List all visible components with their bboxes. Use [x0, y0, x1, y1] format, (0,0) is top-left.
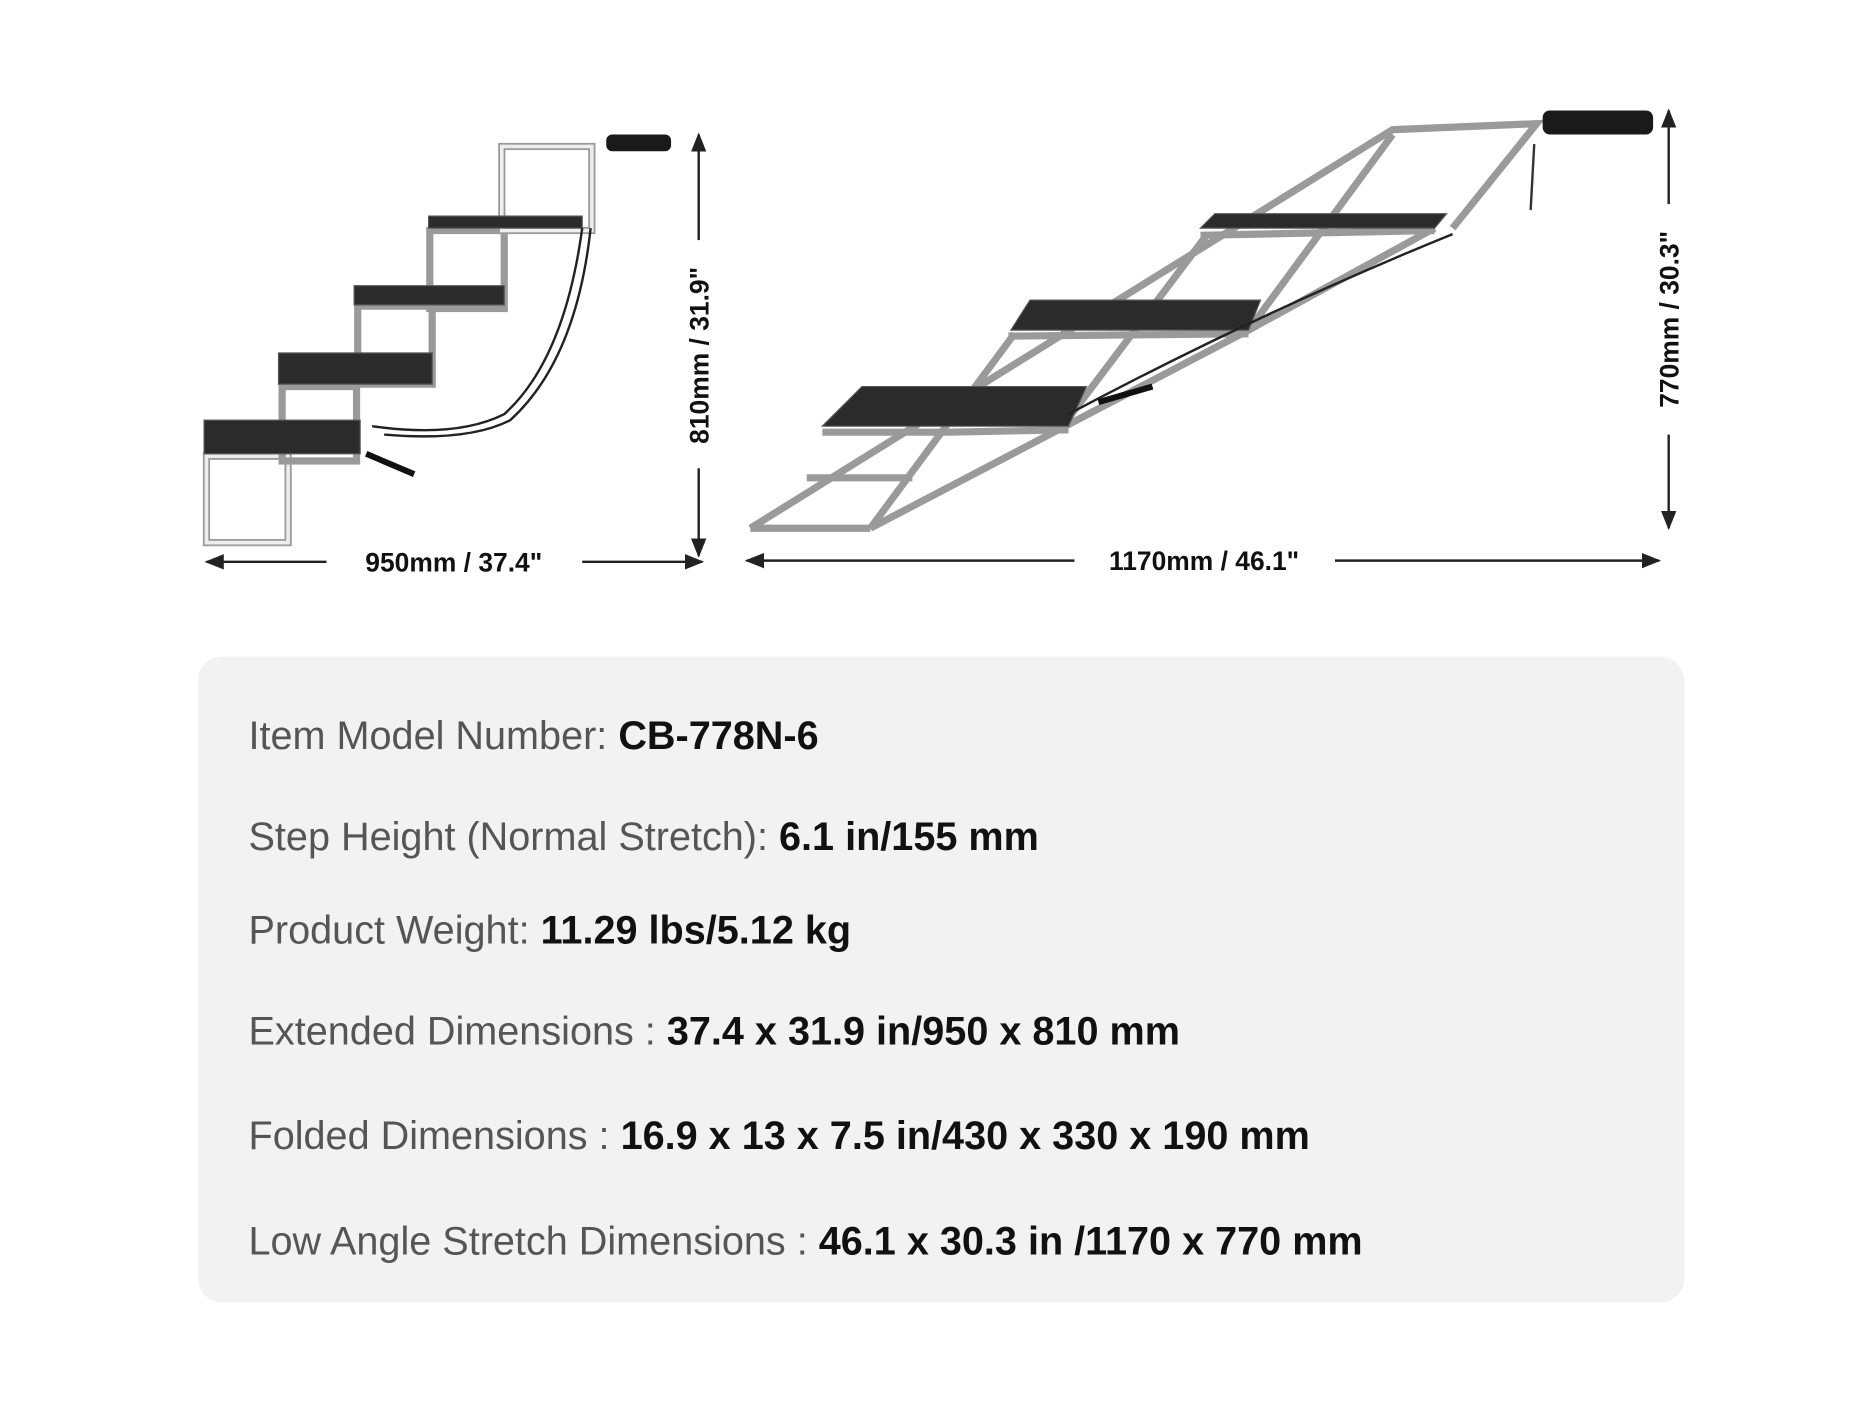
spec-label: Folded Dimensions : — [249, 1114, 621, 1158]
height-label: 810mm / 31.9" — [684, 267, 714, 444]
height-label: 770mm / 30.3" — [1654, 231, 1684, 408]
spec-row: Extended Dimensions : 37.4 x 31.9 in/950… — [249, 1009, 1180, 1053]
width-label: 1170mm / 46.1" — [1109, 546, 1299, 576]
spec-label: Extended Dimensions : — [249, 1009, 667, 1053]
spec-value: 37.4 x 31.9 in/950 x 810 mm — [667, 1009, 1180, 1053]
spec-row: Low Angle Stretch Dimensions : 46.1 x 30… — [249, 1220, 1363, 1264]
spec-list: Item Model Number: CB-778N-6 Step Height … — [249, 714, 1363, 1263]
spec-value: 6.1 in/155 mm — [779, 815, 1039, 859]
width-label: 950mm / 37.4" — [365, 547, 542, 577]
spec-panel — [198, 656, 1685, 1303]
spec-label: Low Angle Stretch Dimensions : — [249, 1220, 819, 1264]
spec-value: 16.9 x 13 x 7.5 in/430 x 330 x 190 mm — [621, 1114, 1310, 1158]
spec-row: Folded Dimensions : 16.9 x 13 x 7.5 in/4… — [249, 1114, 1310, 1158]
folded-stairs-illustration — [202, 134, 672, 547]
extended-stairs-illustration — [748, 110, 1654, 532]
content: 950mm / 37.4" 810mm / 31.9" 1170mm / 46.… — [198, 108, 1685, 1303]
spec-label: Step Height (Normal Stretch): — [249, 815, 780, 859]
spec-value: 11.29 lbs/5.12 kg — [541, 909, 851, 953]
spec-row: Step Height (Normal Stretch): 6.1 in/155… — [249, 815, 1039, 859]
spec-label: Product Weight: — [249, 909, 541, 953]
spec-value: CB-778N-6 — [618, 714, 818, 758]
spec-value: 46.1 x 30.3 in /1170 x 770 mm — [819, 1220, 1363, 1264]
spec-row: Item Model Number: CB-778N-6 — [249, 714, 819, 758]
spec-label: Item Model Number: — [249, 714, 619, 758]
spec-row: Product Weight: 11.29 lbs/5.12 kg — [249, 909, 852, 953]
